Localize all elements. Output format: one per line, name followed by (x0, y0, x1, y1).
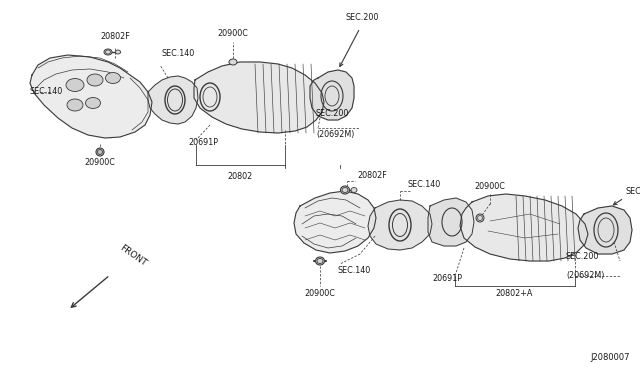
Text: 20900C: 20900C (475, 182, 506, 191)
Ellipse shape (97, 150, 102, 154)
Ellipse shape (96, 148, 104, 156)
Text: SEC.140: SEC.140 (408, 180, 441, 189)
Text: J2080007: J2080007 (591, 353, 630, 362)
Ellipse shape (104, 49, 112, 55)
Text: 20900C: 20900C (218, 29, 248, 38)
Text: SEC.200: SEC.200 (346, 13, 379, 22)
Text: 20691P: 20691P (188, 138, 218, 147)
Polygon shape (310, 70, 354, 120)
Text: SEC.200: SEC.200 (566, 252, 600, 261)
Ellipse shape (87, 74, 103, 86)
Polygon shape (460, 194, 588, 261)
Polygon shape (578, 206, 632, 254)
Ellipse shape (86, 97, 100, 109)
Ellipse shape (351, 187, 357, 192)
Text: 20802F: 20802F (100, 32, 130, 41)
Text: 20900C: 20900C (84, 158, 115, 167)
Text: 20802F: 20802F (357, 171, 387, 180)
Ellipse shape (67, 99, 83, 111)
Polygon shape (428, 198, 474, 246)
Text: FRONT: FRONT (118, 243, 148, 268)
Ellipse shape (106, 73, 120, 83)
Text: 20900C: 20900C (305, 289, 335, 298)
Polygon shape (194, 62, 324, 133)
Text: 20802: 20802 (227, 172, 253, 181)
Text: 20802+A: 20802+A (495, 289, 532, 298)
Text: (20692M): (20692M) (316, 130, 355, 139)
Text: SEC.140: SEC.140 (30, 87, 63, 96)
Polygon shape (30, 55, 152, 138)
Ellipse shape (229, 59, 237, 65)
Text: SEC.140: SEC.140 (338, 266, 371, 275)
Ellipse shape (476, 214, 484, 222)
Text: 20691P: 20691P (432, 274, 462, 283)
Ellipse shape (340, 186, 349, 194)
Polygon shape (294, 191, 376, 253)
Text: SEC.140: SEC.140 (162, 49, 195, 58)
Ellipse shape (115, 50, 120, 54)
Text: (20692M): (20692M) (566, 271, 604, 280)
Ellipse shape (66, 78, 84, 92)
Text: SEC.200: SEC.200 (625, 187, 640, 196)
Ellipse shape (316, 257, 324, 265)
Text: SEC.200: SEC.200 (316, 109, 349, 118)
Polygon shape (368, 200, 432, 250)
Polygon shape (148, 76, 198, 124)
